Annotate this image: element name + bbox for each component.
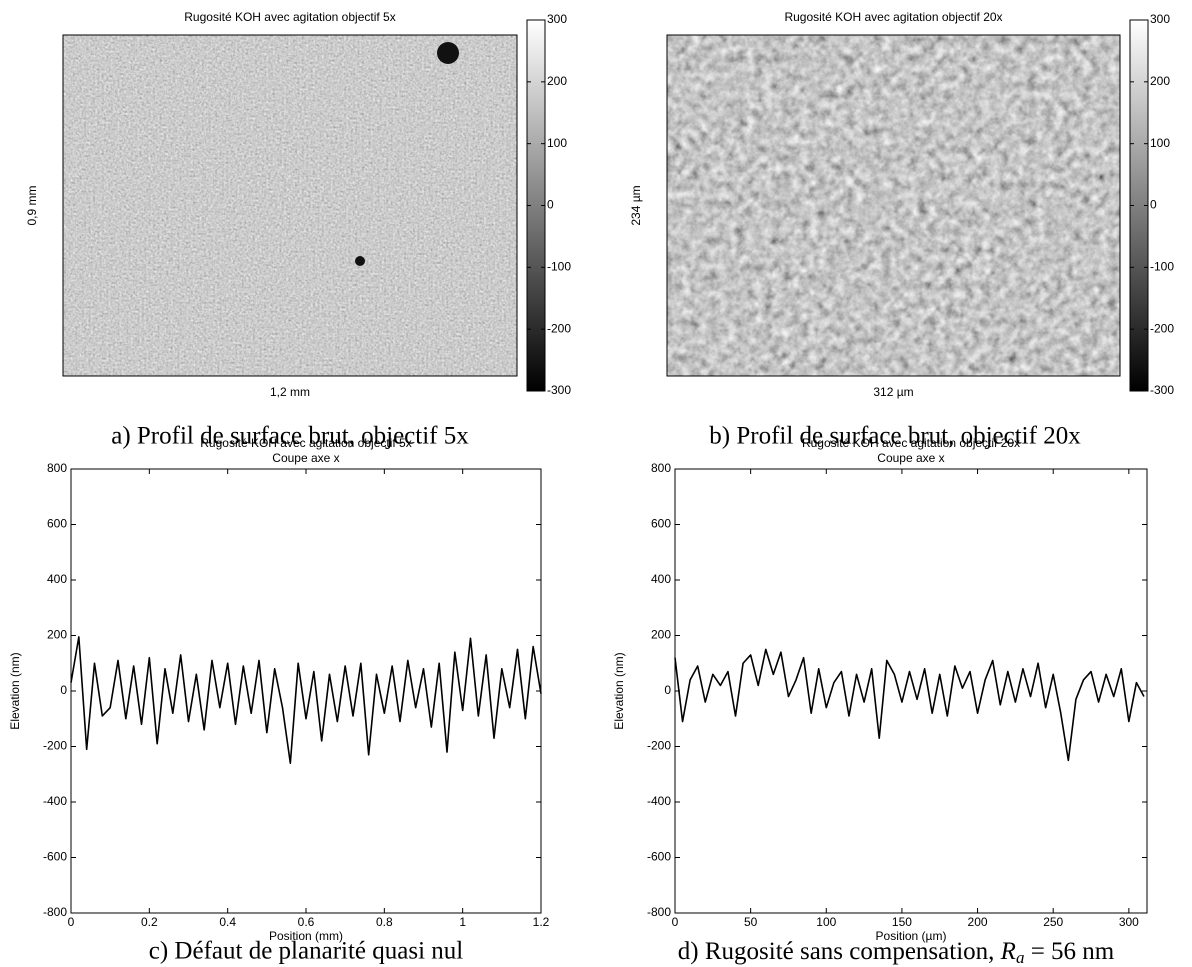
x-axis-label: 1,2 mm	[270, 385, 310, 399]
profile-line	[674, 648, 1145, 762]
surface-image	[63, 35, 517, 376]
x-tick-label: 50	[744, 915, 758, 929]
x-tick-label: 0	[68, 915, 75, 929]
y-tick-label: -800	[43, 905, 67, 919]
caption-text: d) Rugosité sans compensation,	[678, 938, 1001, 965]
surface-image	[667, 35, 1120, 376]
colorbar-tick-label: 0	[547, 198, 554, 212]
x-axis-label: Position (µm)	[876, 929, 947, 943]
caption: d) Rugosité sans compensation, Ra = 56 n…	[678, 938, 1115, 967]
defect	[355, 256, 365, 266]
x-axis-label: Position (mm)	[269, 929, 343, 943]
x-axis-label: 312 µm	[873, 385, 913, 399]
colorbar-tick-label: -100	[547, 260, 571, 274]
caption: a) Profil de surface brut, objectif 5x	[111, 423, 469, 450]
x-tick-label: 0	[672, 915, 679, 929]
y-tick-label: -200	[43, 739, 67, 753]
x-tick-label: 150	[892, 915, 912, 929]
chart-subtitle: Coupe axe x	[272, 451, 339, 465]
chart-subtitle: Coupe axe x	[877, 451, 944, 465]
caption-suffix: = 56 nm	[1024, 938, 1114, 965]
y-tick-label: 400	[47, 572, 67, 586]
y-tick-label: 0	[664, 683, 671, 697]
colorbar-tick-label: -100	[1150, 260, 1174, 274]
y-tick-label: -400	[647, 794, 671, 808]
x-tick-label: 250	[1043, 915, 1063, 929]
y-tick-label: 200	[47, 628, 67, 642]
y-tick-label: 0	[60, 683, 67, 697]
y-axis-label: 234 µm	[629, 185, 643, 225]
y-tick-label: -800	[647, 905, 671, 919]
chart-title: Rugosité KOH avec agitation objectif 20x	[784, 10, 1002, 24]
chart-title: Rugosité KOH avec agitation objectif 5x	[184, 10, 395, 24]
plot-frame	[62, 34, 518, 377]
y-tick-label: 600	[651, 517, 671, 531]
plot-frame	[70, 468, 542, 914]
plot-frame	[666, 34, 1121, 377]
x-tick-label: 1.2	[533, 915, 550, 929]
colorbar-tick-label: -300	[1150, 383, 1174, 397]
plot-frame	[674, 468, 1148, 914]
x-tick-label: 0.8	[376, 915, 393, 929]
colorbar-tick-label: 300	[547, 12, 567, 26]
x-tick-label: 200	[968, 915, 988, 929]
y-tick-label: -600	[43, 850, 67, 864]
chart-title: Rugosité KOH avec agitation objectif 5x	[200, 436, 411, 450]
y-axis-label: Elevation (nm)	[8, 652, 22, 729]
colorbar-tick-label: 0	[1150, 198, 1157, 212]
colorbar-tick-label: 300	[1150, 12, 1170, 26]
colorbar-tick-label: 200	[547, 74, 567, 88]
colorbar-tick-label: -300	[547, 383, 571, 397]
y-tick-label: -600	[647, 850, 671, 864]
y-axis-label: Elevation (nm)	[612, 652, 626, 729]
y-tick-label: -200	[647, 739, 671, 753]
colorbar-tick-label: 100	[547, 136, 567, 150]
caption: c) Défaut de planarité quasi nul	[149, 938, 464, 965]
x-tick-label: 1	[459, 915, 466, 929]
profile-line	[70, 636, 542, 764]
y-axis-label: 0,9 mm	[25, 185, 39, 225]
x-tick-label: 100	[816, 915, 836, 929]
y-tick-label: 600	[47, 517, 67, 531]
x-tick-label: 0.2	[141, 915, 158, 929]
defect	[437, 42, 459, 64]
x-tick-label: 0.4	[219, 915, 236, 929]
colorbar-tick-label: 200	[1150, 74, 1170, 88]
x-tick-label: 0.6	[298, 915, 315, 929]
caption-subscript: a	[1016, 948, 1025, 967]
y-tick-label: 200	[651, 628, 671, 642]
colorbar-tick-label: 100	[1150, 136, 1170, 150]
chart-title: Rugosité KOH avec agitation objectif 20x	[802, 436, 1020, 450]
colorbar-tick-label: -200	[1150, 321, 1174, 335]
y-tick-label: -400	[43, 794, 67, 808]
caption-symbol: R	[1000, 938, 1016, 965]
y-tick-label: 800	[47, 461, 67, 475]
y-tick-label: 800	[651, 461, 671, 475]
caption: b) Profil de surface brut, objectif 20x	[709, 423, 1081, 450]
x-tick-label: 300	[1119, 915, 1139, 929]
colorbar-tick-label: -200	[547, 321, 571, 335]
y-tick-label: 400	[651, 572, 671, 586]
